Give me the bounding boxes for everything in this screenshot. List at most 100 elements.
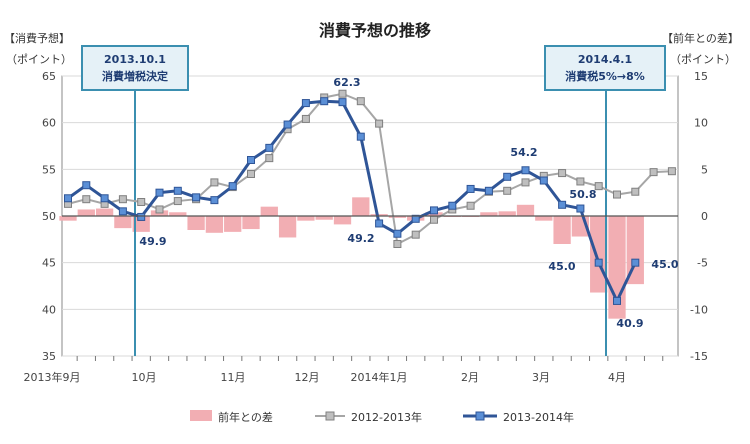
series-2013-2014-point bbox=[301, 99, 310, 108]
series-2013-2014-point bbox=[265, 143, 274, 152]
series-2013-2014-point bbox=[466, 184, 475, 193]
series-2013-2014-point bbox=[484, 186, 493, 195]
series-2013-2014-point bbox=[503, 172, 512, 181]
series-2013-2014-point bbox=[155, 188, 164, 197]
bar-year-diff bbox=[95, 208, 114, 216]
legend-label-2012: 2012-2013年 bbox=[351, 410, 422, 424]
series-2013-2014-point bbox=[393, 229, 402, 238]
chart-title: 消費予想の推移 bbox=[319, 21, 431, 40]
series-2012-2013-point bbox=[118, 195, 127, 204]
callout-tax-decision: 2013.10.1 消費増税決定 bbox=[81, 45, 189, 91]
legend-label-2013: 2013-2014年 bbox=[503, 410, 574, 424]
series-2013-2014-point bbox=[411, 214, 420, 223]
y-right-tick-label: -5 bbox=[697, 257, 708, 270]
y-left-tick-label: 40 bbox=[42, 303, 56, 316]
series-2012-2013-point bbox=[466, 201, 475, 210]
series-2013-2014-point bbox=[100, 194, 109, 203]
data-label-49-2: 49.2 bbox=[347, 232, 374, 245]
y-left-tick-label: 65 bbox=[42, 70, 56, 83]
right-axis-unit: （ポイント） bbox=[670, 53, 736, 66]
y-right-tick-label: 0 bbox=[701, 210, 708, 223]
series-2013-2014-point bbox=[320, 97, 329, 106]
series-2012-2013-point bbox=[503, 186, 512, 195]
callout-line2: 消費増税決定 bbox=[102, 69, 168, 83]
bar-year-diff bbox=[114, 216, 132, 229]
data-label-50-8: 50.8 bbox=[569, 188, 596, 201]
x-tick-label: 3月 bbox=[532, 371, 550, 384]
series-2012-2013-point bbox=[594, 182, 603, 191]
callout-box bbox=[544, 45, 666, 91]
bar-year-diff bbox=[480, 212, 498, 216]
callout-box bbox=[81, 45, 189, 91]
bar-year-diff bbox=[77, 209, 95, 216]
y-left-tick-label: 45 bbox=[42, 257, 56, 270]
bar-year-diff bbox=[553, 216, 571, 244]
callout-line2: 消費税5%→8% bbox=[565, 69, 645, 83]
series-2012-2013-point bbox=[393, 240, 402, 248]
y-right-tick-label: 10 bbox=[694, 117, 708, 130]
series-2012-2013-point bbox=[338, 89, 347, 98]
data-label-54-2: 54.2 bbox=[510, 146, 537, 159]
series-2013-2014-point bbox=[192, 193, 201, 202]
bar-year-diff bbox=[626, 216, 644, 285]
bar-year-diff bbox=[224, 216, 242, 232]
series-2013-2014-point bbox=[64, 194, 72, 203]
y-right-tick-label: 5 bbox=[701, 163, 708, 176]
left-axis-label: 【消費予想】 bbox=[4, 31, 70, 45]
series-2013-2014-point bbox=[521, 166, 530, 175]
series-2012-2013-point bbox=[411, 230, 420, 239]
y-left-tick-label: 60 bbox=[42, 117, 56, 130]
series-2012-2013-point bbox=[667, 167, 676, 176]
series-lines bbox=[64, 89, 676, 305]
series-2012-2013-point bbox=[247, 170, 255, 178]
bar-year-diff bbox=[132, 216, 150, 232]
x-tick-label: 12月 bbox=[295, 371, 320, 384]
series-2012-2013-point bbox=[649, 168, 658, 177]
data-label-45-0-april: 45.0 bbox=[651, 258, 678, 271]
bar-year-diff bbox=[498, 211, 516, 216]
series-2013-2014-point bbox=[356, 132, 365, 141]
series-2013-2014-point bbox=[594, 258, 603, 267]
y-left-tick-label: 55 bbox=[42, 163, 56, 176]
x-tick-label: 2014年1月 bbox=[351, 370, 408, 384]
legend-marker-2012 bbox=[325, 411, 335, 421]
x-tick-label: 2013年9月 bbox=[24, 370, 81, 384]
bar-year-diff bbox=[59, 216, 77, 221]
series-2013-2014-point bbox=[228, 182, 237, 191]
y-right-tick-label: 15 bbox=[694, 70, 708, 83]
series-2012-2013-point bbox=[82, 195, 91, 204]
series-2012-2013-point bbox=[576, 177, 585, 186]
series-2013-2014-point bbox=[118, 207, 127, 216]
callout-line1: 2014.4.1 bbox=[578, 53, 632, 66]
bar-year-diff bbox=[315, 216, 333, 220]
series-2012-2013-point bbox=[521, 178, 530, 187]
bar-year-diff bbox=[169, 212, 187, 216]
legend-label-bar: 前年との差 bbox=[218, 410, 273, 424]
x-tick-label: 10月 bbox=[132, 371, 157, 384]
series-2013-2014-point bbox=[558, 200, 567, 209]
y-right-tick-label: -15 bbox=[690, 350, 708, 363]
x-tick-label: 11月 bbox=[221, 371, 246, 384]
bar-year-diff bbox=[516, 204, 535, 216]
bar-year-diff bbox=[242, 216, 260, 230]
series-2013-2014-point bbox=[430, 206, 438, 215]
series-2012-2013-point bbox=[301, 114, 310, 123]
bar-year-diff bbox=[352, 197, 370, 216]
series-2013-2014-point bbox=[82, 181, 91, 190]
series-2012-2013-point bbox=[613, 190, 621, 199]
data-label-62-3: 62.3 bbox=[333, 76, 360, 89]
series-2013-2014-point bbox=[247, 156, 255, 164]
right-axis-label: 【前年との差】 bbox=[662, 31, 739, 45]
y-right-tick-label: -10 bbox=[690, 303, 708, 316]
series-2012-2013-point bbox=[265, 154, 274, 163]
series-2013-2014-point bbox=[375, 219, 384, 228]
bar-year-diff bbox=[388, 216, 407, 218]
bar-year-diff bbox=[333, 216, 352, 225]
series-2012-2013-point bbox=[558, 169, 567, 178]
bar-year-diff bbox=[187, 216, 205, 230]
event-lines bbox=[134, 90, 607, 356]
series-2013-2014-point bbox=[173, 186, 182, 195]
